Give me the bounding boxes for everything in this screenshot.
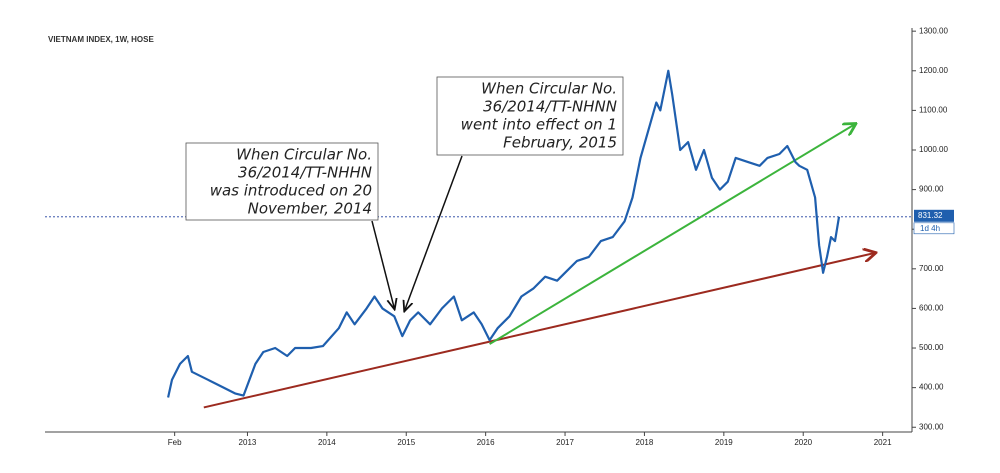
price-line bbox=[167, 69, 841, 398]
y-tick-label: 1000.00 bbox=[919, 145, 948, 154]
annotation-arrow bbox=[405, 155, 463, 310]
y-tick-label: 700.00 bbox=[919, 264, 944, 273]
annotation-text: When Circular No. bbox=[481, 80, 617, 98]
annotation-box bbox=[436, 76, 624, 156]
last-price-label: 831.32 bbox=[918, 211, 943, 220]
x-tick-label: 2016 bbox=[477, 438, 495, 447]
y-tick-label: 1100.00 bbox=[919, 105, 948, 114]
annotation-text: February, 2015 bbox=[503, 134, 617, 152]
y-tick-label: 400.00 bbox=[919, 383, 944, 392]
x-tick-label: 2017 bbox=[556, 438, 574, 447]
x-tick-label: 2014 bbox=[318, 438, 336, 447]
annotation-text: 36/2014/TT-NHHN bbox=[238, 164, 372, 182]
y-tick-label: 1200.00 bbox=[919, 66, 948, 75]
x-tick-label: 2019 bbox=[715, 438, 733, 447]
x-tick-label: Feb bbox=[168, 438, 182, 447]
annotation-arrow bbox=[371, 220, 394, 308]
annotation-text: When Circular No. bbox=[236, 146, 372, 164]
annotation-text: 36/2014/TT-NHNN bbox=[483, 98, 617, 116]
x-tick-label: 2015 bbox=[397, 438, 415, 447]
y-tick-label: 1300.00 bbox=[919, 26, 948, 35]
x-tick-label: 2020 bbox=[794, 438, 812, 447]
y-tick-label: 900.00 bbox=[919, 185, 944, 194]
y-tick-label: 500.00 bbox=[919, 343, 944, 352]
chart-title: VIETNAM INDEX, 1W, HOSE bbox=[48, 35, 154, 44]
annotation-box bbox=[185, 142, 379, 221]
trendline bbox=[489, 124, 855, 345]
y-tick-label: 600.00 bbox=[919, 304, 944, 313]
x-tick-label: 2018 bbox=[636, 438, 654, 447]
x-tick-label: 2021 bbox=[874, 438, 892, 447]
x-tick-label: 2013 bbox=[239, 438, 257, 447]
y-tick-label: 300.00 bbox=[919, 422, 944, 431]
annotation-text: November, 2014 bbox=[248, 200, 372, 218]
trendline bbox=[203, 253, 875, 409]
last-price-box bbox=[914, 209, 954, 222]
annotation-text: was introduced on 20 bbox=[210, 182, 372, 200]
last-price-note: 1d 4h bbox=[920, 224, 940, 233]
last-price-note-box bbox=[913, 222, 955, 235]
annotation-text: went into effect on 1 bbox=[461, 116, 617, 134]
